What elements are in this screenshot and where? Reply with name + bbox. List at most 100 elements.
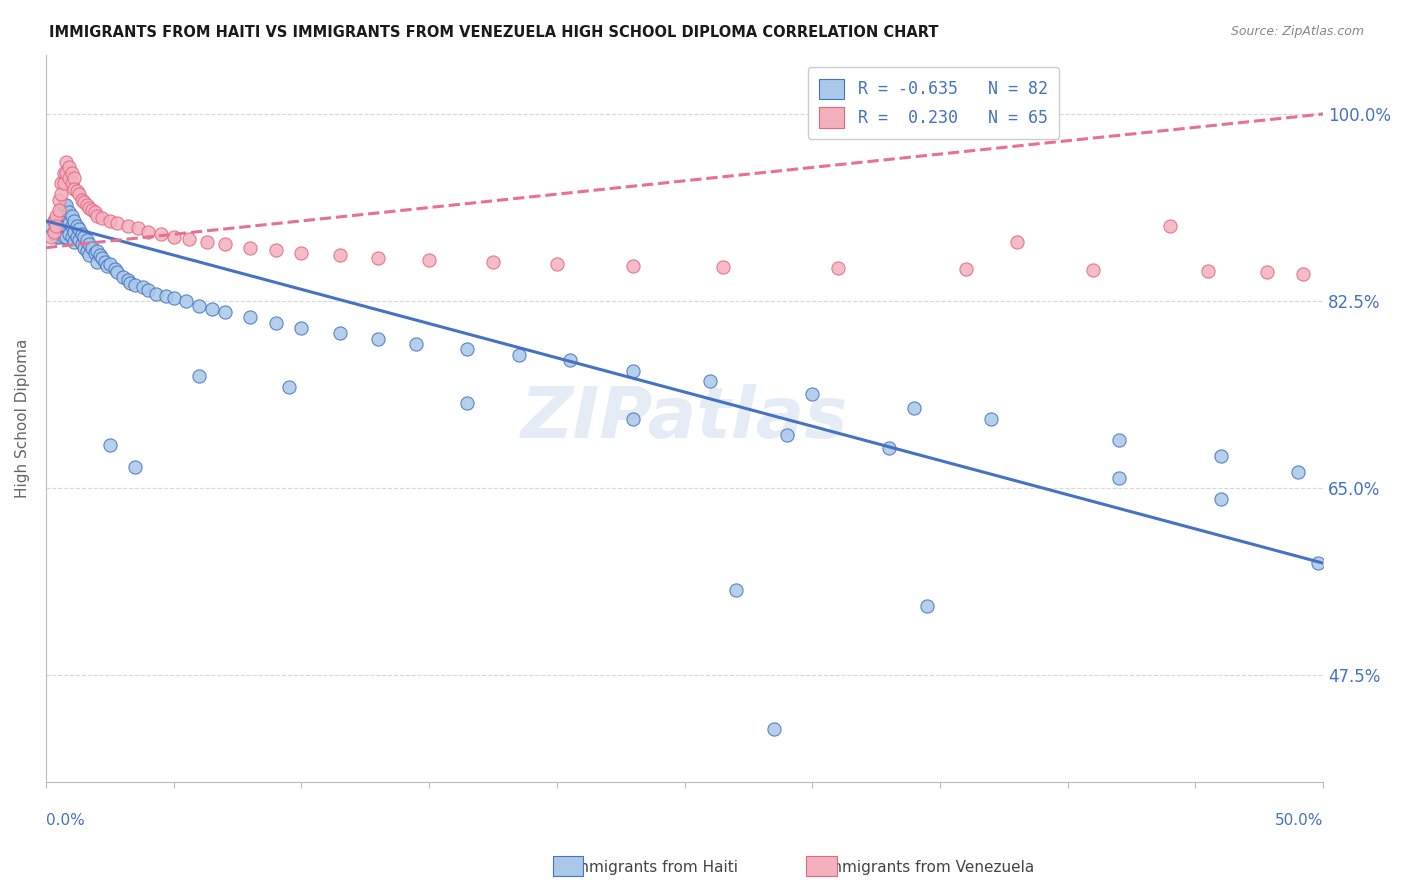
Point <box>1306 556 1329 570</box>
Point <box>155 289 177 303</box>
Point <box>91 211 114 225</box>
Point <box>290 321 312 335</box>
Point <box>45 230 67 244</box>
Y-axis label: High School Diploma: High School Diploma <box>15 339 30 499</box>
Point <box>63 171 86 186</box>
Point <box>60 177 83 191</box>
Point <box>623 259 645 273</box>
Point <box>63 182 86 196</box>
Point <box>903 401 925 415</box>
Point <box>55 230 77 244</box>
Point <box>63 225 86 239</box>
Point <box>55 198 77 212</box>
Point <box>1005 235 1028 250</box>
Text: Immigrants from Haiti: Immigrants from Haiti <box>555 860 738 874</box>
Point <box>48 203 70 218</box>
Point <box>329 248 352 262</box>
Point <box>52 166 75 180</box>
Point <box>711 260 734 274</box>
Point <box>79 237 101 252</box>
Point <box>67 187 90 202</box>
Point <box>955 262 977 277</box>
Point <box>80 203 103 218</box>
Point <box>86 254 108 268</box>
Point <box>623 364 645 378</box>
Point <box>98 257 121 271</box>
Point <box>120 276 142 290</box>
Point <box>111 269 134 284</box>
Point <box>73 194 96 209</box>
Point <box>699 375 721 389</box>
Point <box>60 230 83 244</box>
Point <box>239 241 262 255</box>
Point <box>195 235 218 250</box>
Point <box>117 273 139 287</box>
Point <box>42 225 65 239</box>
Point <box>201 301 224 316</box>
Legend: R = -0.635   N = 82, R =  0.230   N = 65: R = -0.635 N = 82, R = 0.230 N = 65 <box>808 67 1060 139</box>
Point <box>367 332 389 346</box>
Point <box>188 300 211 314</box>
Point <box>52 198 75 212</box>
Point <box>55 155 77 169</box>
Point <box>98 214 121 228</box>
Text: IMMIGRANTS FROM HAITI VS IMMIGRANTS FROM VENEZUELA HIGH SCHOOL DIPLOMA CORRELATI: IMMIGRANTS FROM HAITI VS IMMIGRANTS FROM… <box>49 25 939 40</box>
Point <box>48 193 70 207</box>
Point <box>558 353 581 368</box>
Point <box>264 243 287 257</box>
Point <box>104 262 127 277</box>
Point <box>70 237 93 252</box>
Text: 0.0%: 0.0% <box>46 813 84 828</box>
Point <box>52 177 75 191</box>
Text: ZIPatlas: ZIPatlas <box>520 384 848 453</box>
Point <box>67 222 90 236</box>
Point <box>456 395 478 409</box>
Point <box>762 722 785 736</box>
Point <box>86 244 108 258</box>
Point <box>405 337 427 351</box>
Point <box>83 246 105 260</box>
Point <box>1209 491 1232 506</box>
Point <box>48 219 70 234</box>
Point <box>214 305 236 319</box>
Point <box>67 233 90 247</box>
Point <box>70 193 93 207</box>
Point <box>176 294 198 309</box>
Point <box>60 209 83 223</box>
Text: 50.0%: 50.0% <box>1275 813 1323 828</box>
Point <box>91 252 114 266</box>
Point <box>58 205 80 219</box>
Point <box>52 230 75 244</box>
Point <box>136 284 159 298</box>
Point <box>239 310 262 325</box>
Point <box>52 209 75 223</box>
Point <box>367 252 389 266</box>
Point <box>827 260 849 275</box>
Point <box>76 198 98 212</box>
Point <box>60 166 83 180</box>
Point <box>136 225 159 239</box>
Point <box>80 241 103 255</box>
Point <box>42 214 65 228</box>
Point <box>107 265 129 279</box>
Point <box>776 427 799 442</box>
Point <box>132 280 155 294</box>
Point <box>98 438 121 452</box>
Point <box>42 214 65 228</box>
Point <box>456 343 478 357</box>
Point <box>48 230 70 244</box>
Point <box>76 233 98 247</box>
Point <box>51 187 73 202</box>
Point <box>418 253 440 268</box>
Point <box>73 230 96 244</box>
Point <box>145 286 167 301</box>
Point <box>124 278 146 293</box>
Point <box>163 230 186 244</box>
Point <box>508 348 530 362</box>
Point <box>124 459 146 474</box>
Point <box>45 219 67 234</box>
Point <box>1256 265 1278 279</box>
Point <box>65 184 87 198</box>
Point <box>107 216 129 230</box>
Point <box>63 214 86 228</box>
